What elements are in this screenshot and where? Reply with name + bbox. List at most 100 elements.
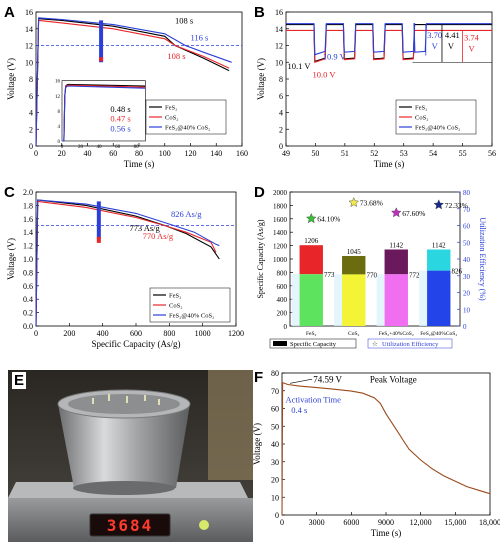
y-tick-label: 4: [29, 109, 33, 118]
y-tick-label: 10: [25, 58, 33, 67]
y-axis-label: Voltage (V): [252, 423, 262, 465]
y-tick-label: 30: [271, 458, 279, 467]
y-tick-label: 70: [271, 387, 279, 396]
panel-b-label: B: [254, 4, 265, 21]
legend-entry: Utilization Efficiency: [382, 341, 439, 348]
inset-x-tick: 80: [134, 145, 140, 150]
series-line: [286, 24, 492, 63]
y-tick-label: 40: [271, 440, 279, 449]
capacity-label: 1206: [304, 237, 319, 245]
scale-button: [199, 520, 209, 530]
y2-tick-label: 40: [463, 256, 471, 264]
legend-entry: FeS₂@40% CoS₂: [169, 313, 214, 320]
x-tick-label: 15,000: [444, 518, 466, 527]
panel-a-label: A: [4, 4, 15, 21]
casing-top-inner: [68, 394, 180, 414]
pulse-marker: [99, 20, 104, 63]
capacity-bar: [299, 245, 323, 275]
x-tick-label: 9000: [378, 518, 394, 527]
x-tick-label: 0: [280, 518, 284, 527]
utilized-shadow: [376, 274, 385, 326]
cardboard-backdrop: [208, 370, 253, 480]
capacity-bar: [384, 249, 408, 275]
x-tick-label: 60: [109, 149, 117, 158]
series-line: [35, 200, 217, 327]
legend-box: [149, 287, 231, 323]
capacity-label: 1045: [347, 248, 362, 256]
panel-a-chart: A 0 20 40 60 80 100 120 140 1600246810121416Time…: [4, 4, 248, 169]
efficiency-star: [306, 213, 317, 224]
annotation: 108 s: [175, 16, 193, 26]
annotation: 826 As/g: [171, 209, 202, 219]
y-tick-label: 0.2: [23, 309, 33, 318]
y-tick-label: 16: [275, 8, 283, 17]
y-tick-label: 10: [275, 58, 283, 67]
efficiency-star: [433, 199, 444, 210]
panel-c-plot: 0 200 400 600 800 1000 1200 0.0 0.2 0.4 0.6 0.8 1.0 1…: [6, 188, 244, 349]
pulse-marker-end: [96, 236, 101, 243]
utilized-shadow: [291, 274, 300, 326]
panel-b: B 49 50 51 52 53 54 55 56 0 2 4 6 8 10 12 14 16 Time (s) V…: [250, 0, 500, 180]
legend-entry: CoS₂: [169, 303, 182, 310]
series-line: [35, 19, 230, 147]
legend-entry: Specific Capacity: [290, 341, 337, 348]
series-line: [281, 381, 491, 516]
y-tick-label: 400: [277, 296, 288, 304]
annotation: 74.59 V: [313, 375, 342, 385]
capacity-label: 1142: [389, 241, 403, 249]
x-tick-label: 50: [311, 149, 319, 158]
annotation: V: [448, 41, 455, 51]
y-tick-label: 20: [271, 476, 279, 485]
y-tick-label: 1800: [273, 202, 288, 210]
y-tick-label: 0.4: [23, 295, 33, 304]
legend-box: [269, 338, 357, 349]
utilized-label: 770: [366, 271, 377, 279]
y-tick-label: 8: [29, 75, 33, 84]
y-tick-label: 12: [25, 42, 33, 51]
x-tick-label: CoS₂: [348, 331, 359, 337]
y-tick-label: 1.4: [23, 228, 33, 237]
annotation: 108 s: [167, 51, 185, 61]
y-tick-label: 1.0: [23, 255, 33, 264]
y-tick-label: 1400: [273, 229, 288, 237]
y-axis-label: Specific Capacity (As/g): [256, 219, 265, 298]
y-tick-label: 1000: [273, 256, 288, 264]
x-tick-label: 100: [159, 149, 171, 158]
y2-tick-label: 60: [463, 223, 471, 231]
efficiency-star: [348, 197, 359, 208]
x-axis-label: Time (s): [371, 528, 401, 538]
x-tick-label: 80: [135, 149, 143, 158]
x-tick-label: FeS₂: [306, 331, 317, 337]
panel-a: A 0 20 40 60 80 100 120 140 160 0 2 4 6 8 10 12 14 16 Time…: [0, 0, 250, 180]
y2-tick-label: 20: [463, 290, 471, 298]
x-tick-label: 51: [341, 149, 349, 158]
capacity-bar: [427, 249, 451, 271]
panel-f-label: F: [254, 369, 263, 386]
y-tick-label: 1200: [273, 243, 288, 251]
y-tick-label: 2: [29, 125, 33, 134]
x-tick-label: 55: [459, 149, 467, 158]
capacity-bar: [342, 255, 366, 275]
x-tick-label: 0: [34, 149, 38, 158]
inset-y-tick: 16: [55, 80, 61, 85]
y-tick-label: 60: [271, 405, 279, 414]
inset-y-tick: 8: [58, 110, 61, 115]
efficiency-star: [391, 207, 402, 218]
x-tick-label: 12,000: [410, 518, 432, 527]
x-tick-label: 6000: [343, 518, 359, 527]
casing-bottom: [73, 481, 175, 495]
pulse-marker-end: [99, 57, 104, 62]
inset-series-line: [62, 85, 146, 142]
inset-y-tick: 12: [55, 95, 61, 100]
panel-b-chart: B 49 50 51 52 53 54 55 56 0 2 4 6 8 10 12 14 16 Time (s) V…: [254, 4, 496, 169]
utilized-bar: [427, 270, 451, 326]
utilized-label: 772: [409, 271, 420, 279]
inset-y-tick: 4: [58, 125, 61, 130]
x-axis-label: Specific Capacity (As/g): [92, 339, 181, 349]
panel-e-photo: 3684 E: [8, 370, 253, 542]
panel-f-plot: 0 3000 6000 9000 12,000 15,000 18,000 0 10 20 30 40…: [252, 369, 500, 538]
series-line: [35, 17, 232, 147]
y2-tick-label: 30: [463, 273, 471, 281]
panel-c-label: C: [4, 184, 15, 201]
